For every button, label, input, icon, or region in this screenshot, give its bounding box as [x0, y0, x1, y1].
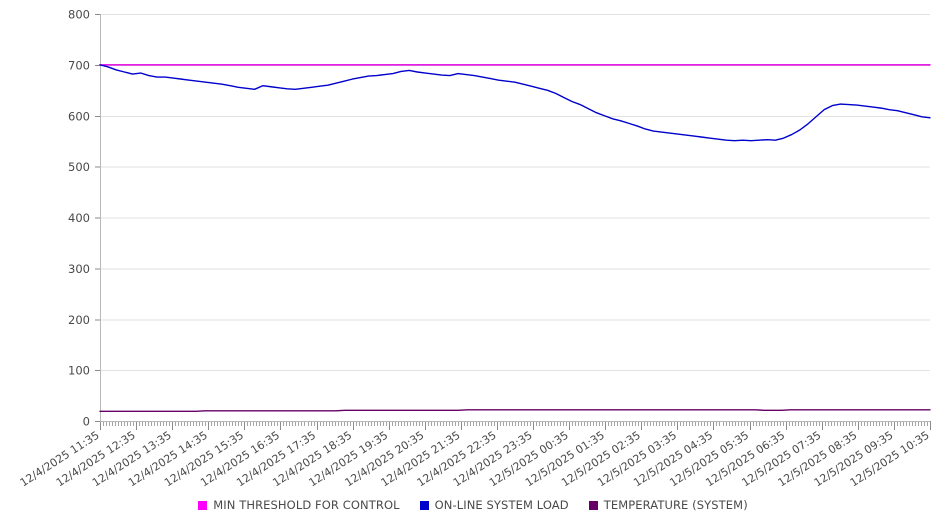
axis-lines	[100, 14, 930, 422]
series-line-2	[99, 409, 931, 413]
legend-item[interactable]: TEMPERATURE (SYSTEM)	[588, 498, 748, 512]
data-series	[99, 64, 931, 413]
y-tick-label: 400	[68, 211, 90, 225]
legend-item[interactable]: MIN THRESHOLD FOR CONTROL	[198, 498, 400, 512]
chart-legend: MIN THRESHOLD FOR CONTROL ON-LINE SYSTEM …	[0, 494, 946, 516]
y-tick-label: 500	[68, 160, 90, 174]
x-axis-ticks	[100, 421, 931, 430]
legend-item[interactable]: ON-LINE SYSTEM LOAD	[419, 498, 569, 512]
legend-label: ON-LINE SYSTEM LOAD	[434, 498, 569, 512]
y-axis-ticks: 0 100 200 300 400 500 600 700 800	[68, 8, 100, 429]
legend-label: MIN THRESHOLD FOR CONTROL	[213, 498, 400, 512]
y-tick-label: 100	[68, 364, 90, 378]
y-tick-label: 700	[68, 58, 90, 72]
legend-swatch-icon	[419, 500, 429, 510]
gridlines	[100, 14, 930, 372]
legend-label: TEMPERATURE (SYSTEM)	[603, 498, 748, 512]
y-tick-label: 600	[68, 109, 90, 123]
legend-swatch-icon	[588, 500, 598, 510]
y-tick-label: 0	[83, 415, 90, 429]
y-tick-label: 800	[68, 8, 90, 22]
y-tick-label: 300	[68, 262, 90, 276]
series-line-1	[99, 64, 931, 142]
legend-swatch-icon	[198, 500, 208, 510]
y-tick-label: 200	[68, 313, 90, 327]
